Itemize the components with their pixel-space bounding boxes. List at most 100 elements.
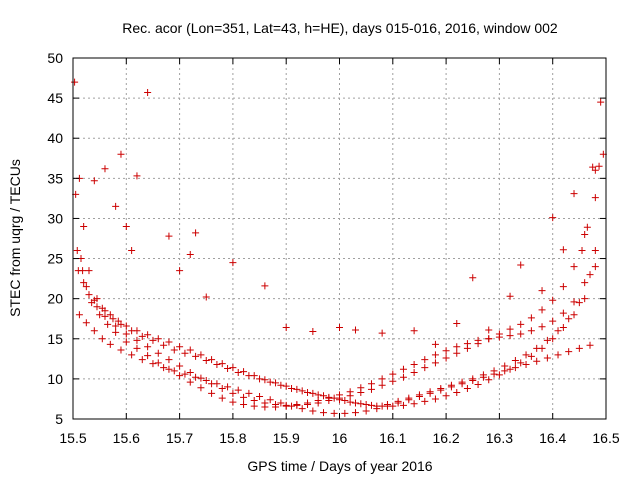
data-point [591, 194, 599, 202]
data-point [565, 315, 573, 323]
data-point [549, 296, 557, 304]
data-point [218, 394, 226, 402]
data-point [336, 391, 343, 399]
y-axis-title: STEC from uqrg / TECUs [7, 159, 23, 317]
data-point [309, 389, 317, 397]
data-point [442, 392, 450, 400]
data-point [527, 352, 535, 360]
data-point [122, 330, 130, 338]
data-point [351, 409, 359, 417]
data-point [197, 351, 205, 359]
data-point [192, 373, 200, 381]
axis-ticks [72, 57, 607, 420]
data-point [474, 336, 482, 344]
data-point [186, 251, 194, 259]
data-point [469, 274, 477, 282]
data-point [272, 403, 280, 411]
data-point [138, 356, 146, 364]
data-point [165, 338, 173, 346]
data-point [570, 190, 578, 198]
data-point [293, 401, 301, 409]
data-point [586, 341, 594, 349]
data-point [554, 327, 562, 335]
data-point [575, 344, 583, 352]
data-point [192, 229, 200, 237]
data-point [229, 398, 237, 406]
data-point [581, 295, 589, 303]
data-point [144, 331, 152, 339]
data-point [595, 162, 603, 170]
y-tick-label: 10 [47, 371, 63, 387]
x-axis-title: GPS time / Days of year 2016 [247, 458, 432, 474]
data-point [511, 364, 519, 372]
data-point [213, 360, 221, 368]
x-tick-label: 16.1 [379, 430, 406, 446]
data-point [80, 279, 88, 287]
data-point [138, 332, 146, 340]
data-point [256, 375, 264, 383]
data-point [298, 405, 306, 413]
data-point [122, 322, 130, 330]
data-point [330, 409, 338, 417]
data-point [144, 343, 152, 351]
data-point [73, 247, 81, 255]
data-point [202, 356, 210, 364]
data-point [170, 346, 178, 354]
data-point [160, 341, 168, 349]
data-point [101, 312, 109, 320]
data-point [176, 343, 184, 351]
data-point [506, 292, 514, 300]
data-point [421, 356, 429, 364]
x-tick-label: 15.6 [113, 430, 140, 446]
data-point [250, 372, 258, 380]
data-point [469, 376, 477, 384]
data-point [272, 379, 280, 387]
data-point [186, 368, 194, 376]
data-point [112, 202, 120, 210]
y-tick-label: 35 [47, 170, 63, 186]
data-point [133, 327, 141, 335]
data-point [202, 376, 210, 384]
data-point [378, 329, 386, 337]
data-point [453, 320, 461, 328]
data-point [98, 335, 106, 343]
data-point [74, 267, 82, 275]
data-point [218, 385, 226, 393]
data-point [112, 328, 120, 336]
data-point [85, 267, 93, 275]
x-tick-label: 15.5 [59, 430, 86, 446]
data-point [181, 349, 189, 357]
data-point [495, 371, 503, 379]
data-point [591, 263, 599, 271]
data-point [154, 335, 162, 343]
data-points [71, 78, 607, 417]
data-point [128, 351, 136, 359]
data-point [559, 283, 567, 291]
data-point [399, 401, 407, 409]
data-point [218, 360, 226, 368]
data-point [399, 373, 407, 381]
data-point [346, 388, 354, 396]
data-point [234, 386, 242, 394]
data-point [277, 399, 285, 407]
data-point [399, 365, 407, 373]
x-tick-label: 15.8 [219, 430, 246, 446]
data-point [511, 356, 519, 364]
data-point [506, 332, 514, 340]
data-point [538, 287, 546, 295]
data-point [410, 327, 418, 335]
data-point [261, 376, 269, 384]
data-point [282, 382, 290, 390]
data-point [208, 356, 216, 364]
y-tick-label: 50 [47, 50, 63, 66]
data-point [229, 389, 237, 397]
data-point [367, 380, 375, 388]
data-point [479, 373, 487, 381]
data-point [543, 354, 551, 362]
data-point [144, 352, 152, 360]
data-point [517, 359, 525, 367]
data-point [240, 401, 248, 409]
data-point [240, 368, 248, 376]
data-point [186, 346, 194, 354]
data-point [463, 385, 471, 393]
